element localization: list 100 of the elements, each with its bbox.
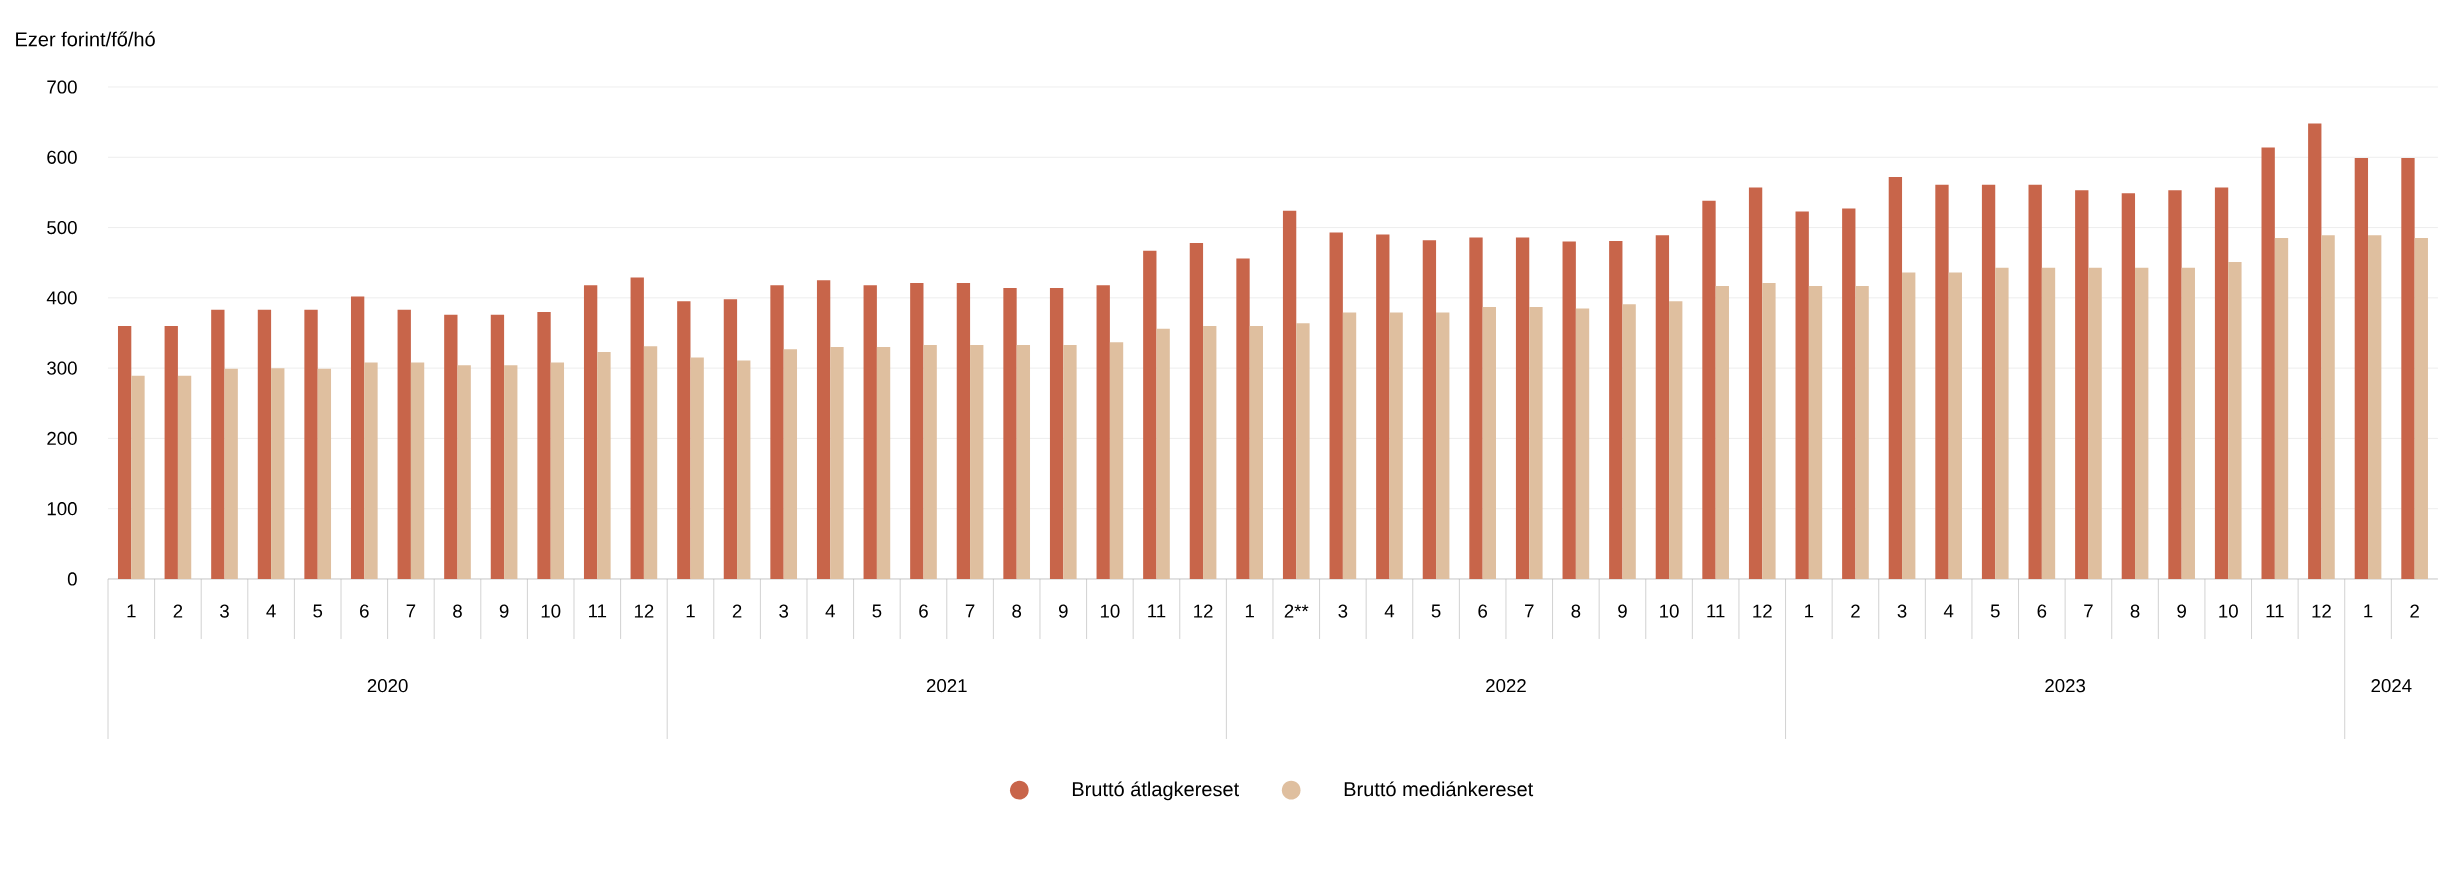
x-tick-label: 10 [1660, 604, 1679, 618]
text: 2021 [926, 679, 967, 693]
bar [1762, 283, 1776, 579]
x-tick-label: 4 [1384, 604, 1395, 618]
bar [1436, 312, 1450, 579]
bar [1329, 232, 1343, 579]
bar [1143, 250, 1157, 579]
bar [317, 368, 332, 579]
bar [1609, 240, 1623, 579]
bar [177, 375, 192, 579]
x-tick-label: 1 [2364, 604, 2373, 618]
bar [783, 349, 798, 579]
bar [504, 365, 518, 579]
x-tick-label: 10 [541, 604, 561, 618]
bar [2354, 157, 2369, 579]
x-tick-label: 3 [779, 604, 789, 618]
bar [1203, 325, 1217, 579]
bar [597, 351, 611, 579]
bar [1795, 211, 1809, 579]
legend-label: Bruttó átlagkereset [1072, 781, 1240, 801]
bar [2168, 190, 2182, 579]
bar [350, 296, 365, 579]
bar [970, 344, 984, 579]
bar [364, 362, 378, 579]
bar [1995, 267, 2009, 579]
y-tick-label: 400 [46, 291, 77, 305]
bar [211, 309, 225, 579]
bar [583, 285, 598, 579]
y-axis-title: Ezer forint/fő/hó [16, 31, 155, 47]
x-tick-label: 9 [499, 604, 509, 618]
x-tick-label: 11 [1148, 604, 1166, 618]
bar [410, 362, 425, 579]
bar [737, 360, 751, 579]
bar [1236, 258, 1250, 579]
text: 2024 [2371, 679, 2412, 693]
bar [1422, 240, 1437, 579]
bar [1855, 285, 1869, 579]
bar [490, 314, 505, 579]
bar [1948, 272, 1962, 579]
bar [1655, 235, 1670, 579]
bar [1935, 184, 1949, 579]
bar [1389, 312, 1403, 579]
bar [444, 314, 458, 579]
x-tick-label: 12 [634, 604, 654, 618]
bar [1063, 344, 1077, 579]
x-tick-label: 7 [2084, 604, 2093, 618]
bar [1575, 308, 1590, 579]
bar [2308, 123, 2322, 579]
bar [677, 301, 691, 579]
x-tick-label: 2 [2410, 604, 2419, 618]
bar [131, 375, 145, 579]
x-tick-label: 11 [2266, 604, 2284, 618]
bar [2121, 193, 2136, 579]
bar [690, 357, 704, 579]
bar [1469, 237, 1483, 579]
bar [1376, 234, 1390, 579]
x-tick-label: 10 [1100, 604, 1120, 618]
bar [1296, 323, 1310, 579]
x-tick-label: 2 [1851, 604, 1860, 618]
x-tick-label: 1 [686, 604, 695, 618]
y-tick-label: 700 [47, 80, 77, 94]
bar [2028, 184, 2042, 579]
x-tick-label: 8 [1571, 604, 1581, 618]
bar [1342, 312, 1357, 579]
bar [457, 365, 471, 579]
bar [770, 285, 784, 579]
bar [2135, 267, 2149, 579]
x-tick-label: 9 [2177, 604, 2186, 618]
bar [1981, 184, 1996, 579]
x-tick-label: 8 [1012, 604, 1022, 618]
legend-label: Bruttó mediánkereset [1344, 781, 1534, 797]
x-tick-label: 9 [1618, 604, 1627, 618]
bar [2041, 267, 2056, 579]
x-tick-label: 6 [1478, 604, 1488, 618]
y-tick-label: 100 [47, 502, 77, 516]
bar [830, 347, 844, 579]
bar [224, 368, 238, 579]
x-tick-label: 8 [2130, 604, 2140, 618]
x-tick-label: 7 [406, 604, 416, 618]
bar [1003, 288, 1017, 579]
bar [863, 285, 877, 579]
x-tick-label: 4 [266, 604, 276, 618]
x-tick-label: 4 [825, 604, 835, 618]
x-tick-label: 2** [1284, 604, 1309, 618]
x-tick-label: 6 [919, 604, 928, 618]
bar [117, 325, 132, 579]
bar [1156, 328, 1170, 579]
x-tick-label: 9 [1058, 604, 1068, 618]
bar [537, 311, 551, 579]
x-tick-label: 8 [453, 604, 462, 618]
x-tick-label: 1 [1245, 604, 1254, 618]
bar [1016, 344, 1031, 579]
x-tick-label: 11 [1707, 604, 1725, 618]
bar [2321, 235, 2335, 579]
y-tick-label: 500 [47, 220, 77, 235]
bar [723, 299, 738, 579]
bar [876, 347, 891, 579]
bar [1515, 237, 1530, 579]
bar [910, 283, 924, 579]
bar [1715, 285, 1729, 579]
